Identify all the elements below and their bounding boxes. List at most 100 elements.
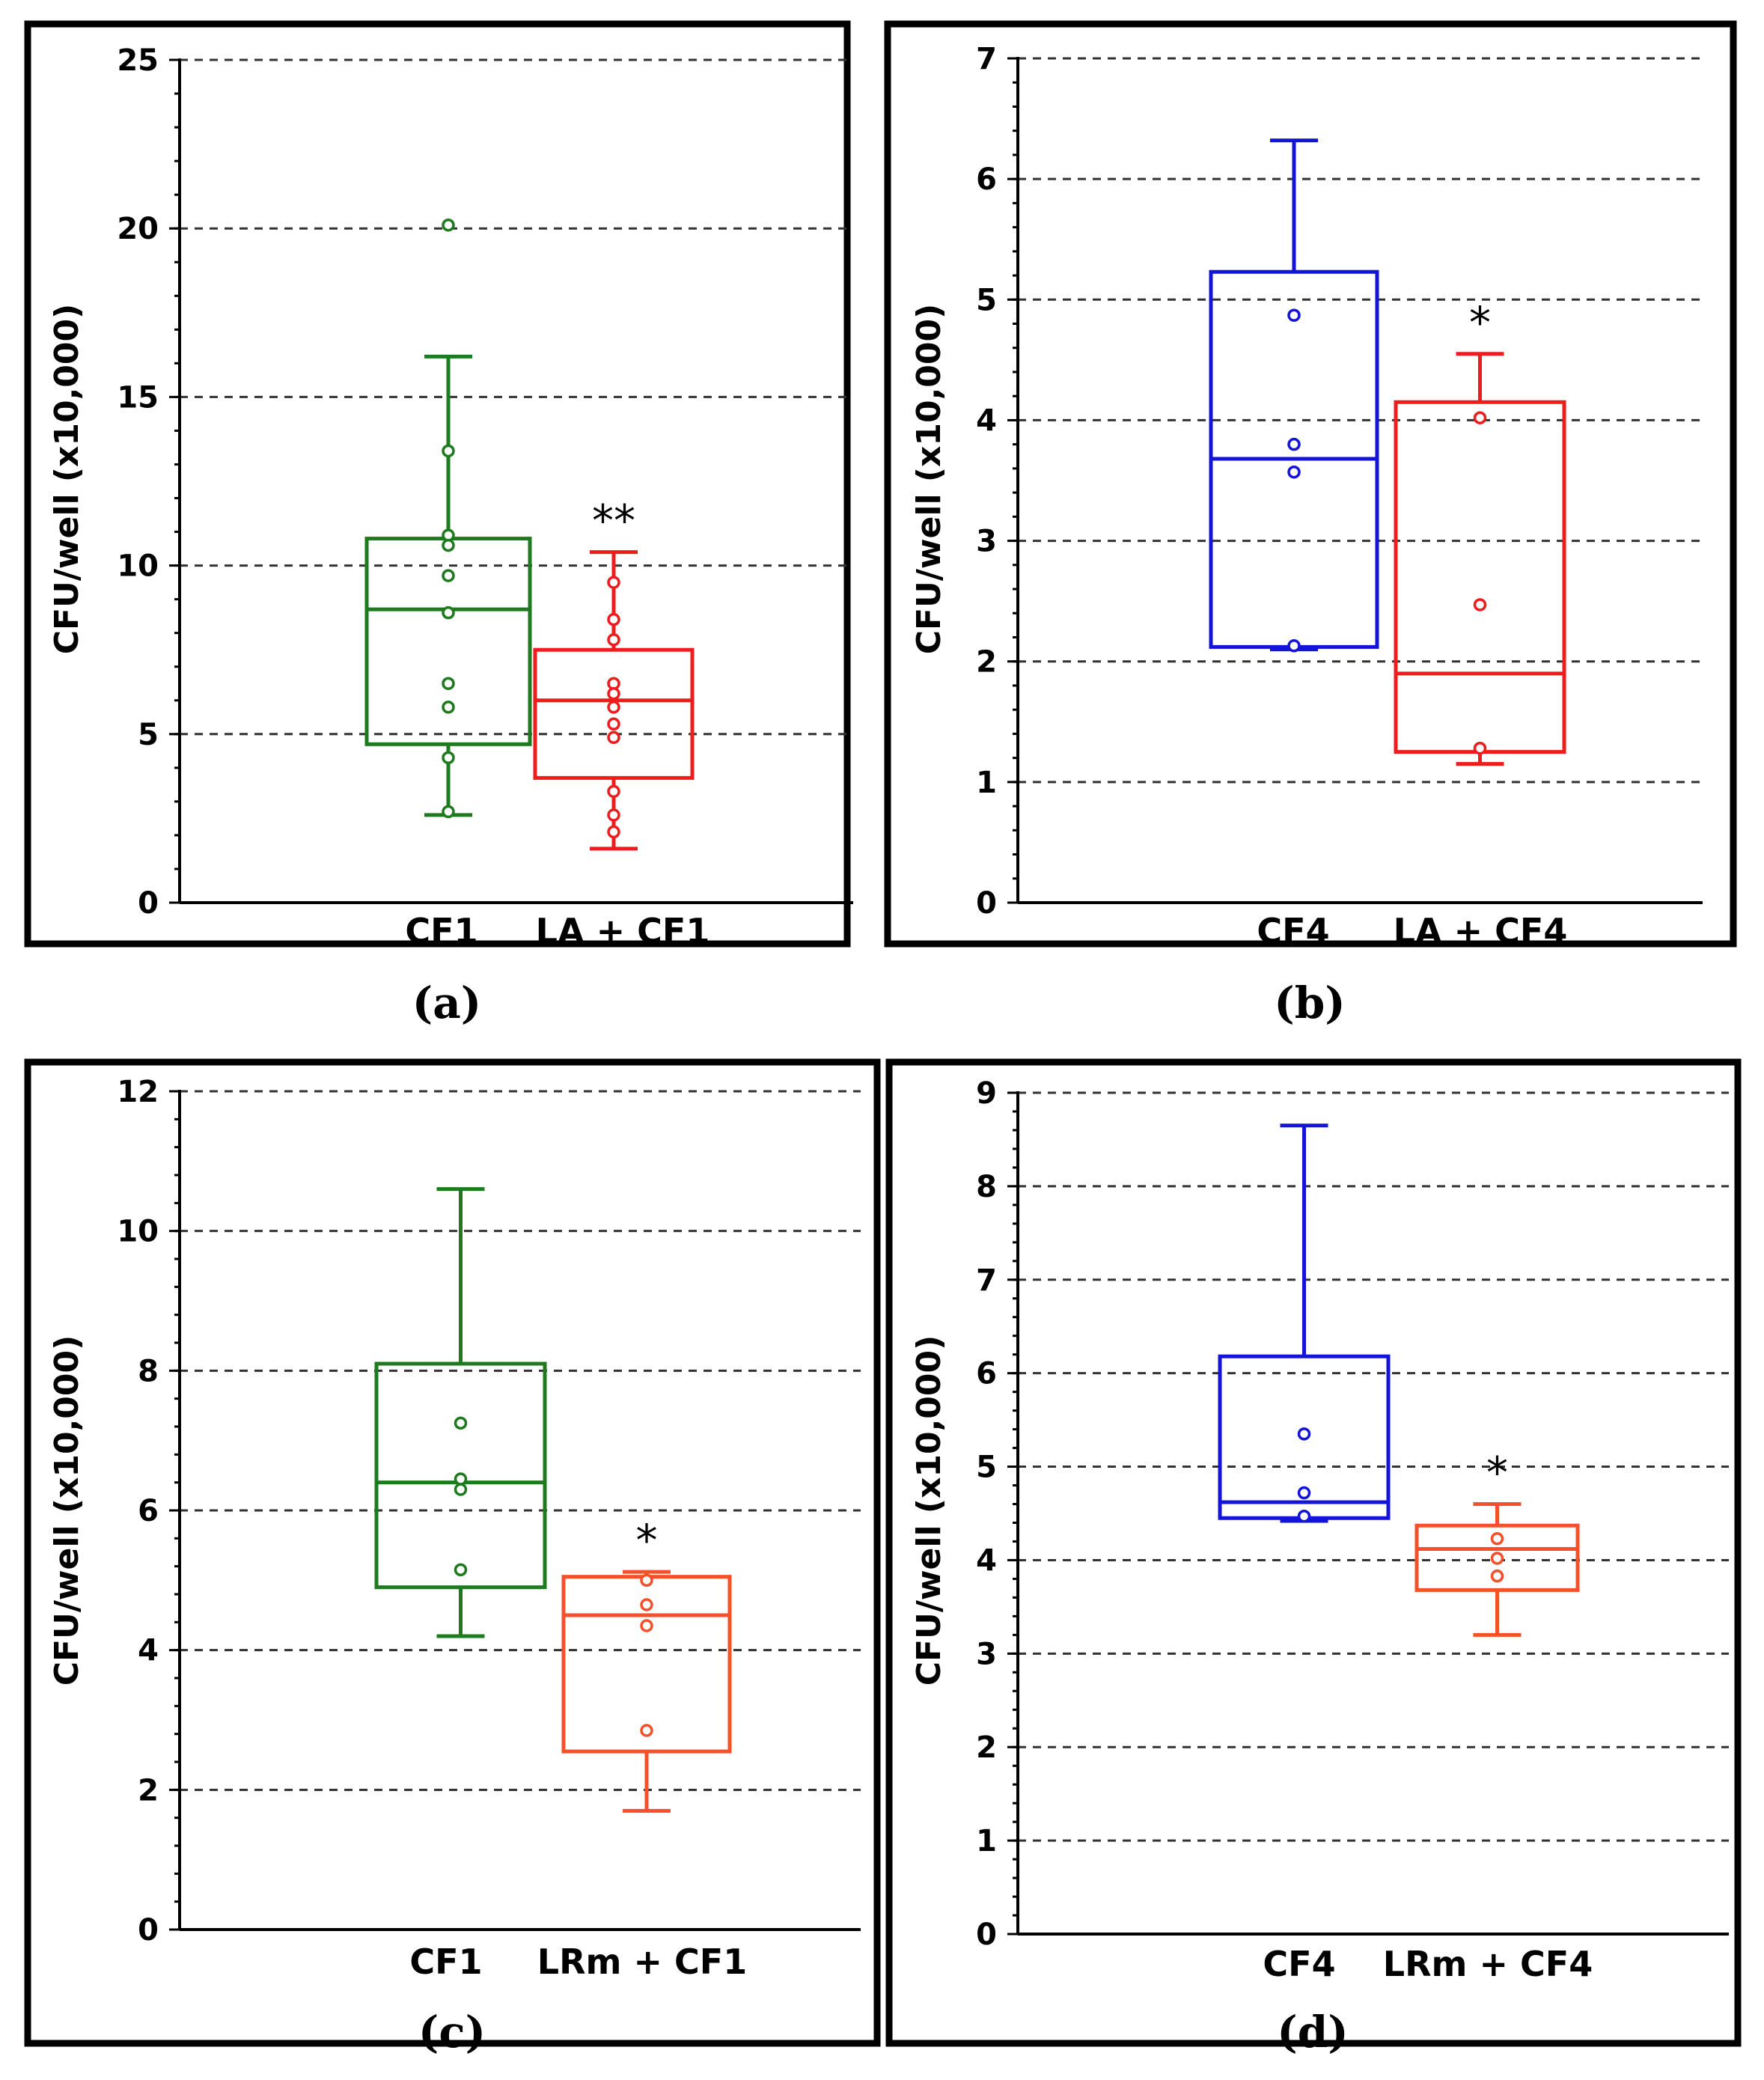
significance-marker: *: [1486, 1448, 1508, 1498]
category-label: CF1: [405, 911, 477, 951]
category-label: CF1: [409, 1942, 482, 1982]
box-iqr: [1394, 400, 1566, 754]
data-point: [607, 632, 620, 647]
y-tick-label: 2: [976, 1730, 997, 1765]
data-point: [640, 1619, 653, 1632]
data-point: [607, 687, 620, 701]
category-label: LA + CF1: [536, 911, 710, 951]
box-lrm-cf1: *: [561, 1515, 732, 1813]
y-tick-label: 12: [117, 1075, 159, 1109]
y-tick-label: 0: [976, 886, 997, 921]
y-tick-label: 7: [976, 1263, 997, 1298]
data-point: [1473, 411, 1487, 424]
box-iqr: [1414, 1523, 1580, 1592]
y-tick-label: 3: [976, 525, 997, 559]
data-point: [454, 1416, 468, 1430]
significance-marker: *: [636, 1515, 658, 1566]
y-tick-label: 15: [117, 380, 159, 415]
data-point: [607, 784, 620, 799]
panel-frame: [884, 20, 1737, 948]
y-tick-label: 4: [138, 1634, 159, 1668]
panel-b: 0 1 2 3 4 5 6 7 CFU/well (x10,000) CF4 LA + CF4 *: [884, 20, 1737, 951]
significance-marker: *: [1469, 297, 1491, 348]
data-point: [1287, 465, 1301, 479]
data-point: [607, 612, 620, 626]
data-point: [640, 1724, 653, 1737]
data-point: [442, 805, 455, 819]
data-point: [640, 1573, 653, 1588]
box-la-cf4: *: [1394, 297, 1566, 766]
data-point: [1287, 308, 1301, 322]
category-label: CF4: [1257, 911, 1329, 951]
data-point: [442, 677, 455, 690]
y-tick-label: 0: [976, 1918, 997, 1952]
data-point: [607, 717, 620, 731]
box-cf1: [374, 1187, 547, 1638]
data-point: [454, 1472, 468, 1486]
data-point: [1287, 437, 1301, 451]
y-axis-label: CFU/well (x10,000): [910, 304, 948, 655]
y-tick-label: 5: [976, 1451, 997, 1485]
y-tick-label: 0: [138, 886, 159, 921]
y-axis-label: CFU/well (x10,000): [48, 304, 86, 655]
panel-label: (d): [1277, 2007, 1348, 2058]
data-point: [607, 731, 620, 745]
data-point: [607, 701, 620, 714]
panel-a: 0 5 10 15 20 25 CFU/well (x10,000) CF1 LA + CF1 *…: [24, 20, 853, 951]
significance-marker: **: [592, 495, 635, 546]
box-iqr: [374, 1361, 547, 1590]
y-tick-label: 6: [976, 162, 997, 197]
category-label: LRm + CF1: [537, 1942, 747, 1982]
y-tick-label: 6: [138, 1494, 159, 1528]
y-tick-label: 0: [138, 1913, 159, 1948]
data-point: [640, 1598, 653, 1611]
box-cf1: [364, 218, 532, 819]
panel-c: 0 2 4 6 8 10 12 CFU/well (x10,000) CF1 LRm + CF1 *: [24, 1058, 881, 2047]
box-cf4: [1218, 1123, 1391, 1523]
data-point: [1490, 1552, 1504, 1565]
data-point: [1297, 1509, 1311, 1523]
category-label: LRm + CF4: [1383, 1944, 1593, 1984]
y-tick-label: 8: [138, 1354, 159, 1388]
box-cf4: [1209, 138, 1379, 653]
panel-label: (b): [1274, 978, 1345, 1028]
data-point: [607, 825, 620, 839]
y-tick-label: 8: [976, 1170, 997, 1204]
y-tick-label: 1: [976, 766, 997, 800]
panel-frame: [24, 20, 851, 948]
y-tick-label: 5: [976, 283, 997, 317]
data-point: [442, 751, 455, 765]
panel-frame: [885, 1058, 1742, 2047]
y-tick-label: 7: [976, 42, 997, 76]
panel-label: (a): [412, 978, 481, 1028]
category-label: CF4: [1263, 1944, 1335, 1984]
y-tick-label: 5: [138, 718, 159, 752]
data-point: [442, 538, 455, 552]
y-tick-label: 6: [976, 1357, 997, 1391]
panel-frame: [24, 1058, 881, 2047]
y-tick-label: 20: [117, 212, 159, 246]
data-point: [1490, 1569, 1504, 1583]
data-point: [607, 576, 620, 589]
box-iqr: [533, 647, 695, 780]
box-lrm-cf4: *: [1414, 1448, 1580, 1637]
data-point: [1287, 639, 1301, 653]
y-tick-label: 4: [976, 403, 997, 438]
y-tick-label: 3: [976, 1637, 997, 1671]
data-point: [1297, 1486, 1311, 1500]
y-tick-label: 1: [976, 1824, 997, 1858]
y-tick-label: 4: [976, 1543, 997, 1578]
data-point: [1297, 1427, 1311, 1441]
data-point: [442, 444, 455, 458]
data-point: [454, 1563, 468, 1577]
data-point: [1490, 1531, 1504, 1546]
y-tick-label: 10: [117, 1215, 159, 1249]
panel-label: (c): [418, 2007, 486, 2058]
y-tick-label: 9: [976, 1076, 997, 1111]
y-tick-label: 2: [976, 645, 997, 680]
y-tick-label: 2: [138, 1773, 159, 1808]
y-tick-label: 25: [117, 43, 159, 78]
y-tick-label: 10: [117, 549, 159, 584]
